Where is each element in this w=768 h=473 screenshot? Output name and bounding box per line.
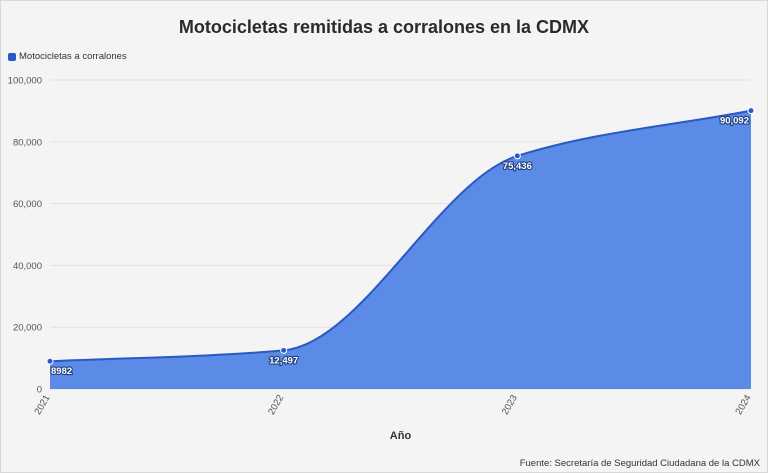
x-tick-label: 2023 — [500, 393, 520, 417]
x-tick-label: 2021 — [33, 393, 53, 417]
legend-swatch — [8, 52, 16, 61]
data-point[interactable] — [747, 107, 755, 115]
y-tick-label: 40,000 — [13, 261, 42, 272]
chart-title: Motocicletas remitidas a corralones en l… — [178, 17, 590, 37]
y-tick-label: 100,000 — [8, 76, 42, 87]
data-label: 12,497 — [269, 355, 298, 366]
x-axis-title: Año — [390, 430, 412, 442]
y-axis-ticks: 0 20,000 40,000 60,000 80,000 100,000 — [8, 76, 42, 396]
legend-label: Motocicletas a corralones — [19, 51, 127, 62]
y-tick-label: 60,000 — [13, 199, 42, 210]
x-axis-ticks: 2021 2022 2023 2024 — [33, 393, 754, 417]
area-fill — [50, 110, 751, 389]
series-line — [49, 109, 752, 363]
y-tick-label: 20,000 — [13, 323, 42, 334]
x-tick-label: 2022 — [266, 393, 286, 417]
x-tick-label: 2024 — [734, 393, 754, 417]
legend[interactable]: Motocicletas a corralones — [8, 51, 127, 62]
data-point[interactable] — [46, 357, 54, 365]
data-point[interactable] — [513, 152, 521, 160]
data-label: 8982 — [51, 366, 72, 377]
data-point[interactable] — [280, 346, 288, 354]
y-tick-label: 80,000 — [13, 137, 42, 148]
series-area — [49, 109, 752, 389]
series-markers — [46, 107, 755, 365]
data-label: 90,092 — [720, 116, 749, 127]
data-label: 75,436 — [503, 161, 532, 172]
y-tick-label: 0 — [37, 385, 42, 396]
data-labels: 8982 12,497 75,436 90,092 — [50, 115, 750, 379]
source-note: Fuente: Secretaría de Seguridad Ciudadan… — [519, 458, 760, 469]
